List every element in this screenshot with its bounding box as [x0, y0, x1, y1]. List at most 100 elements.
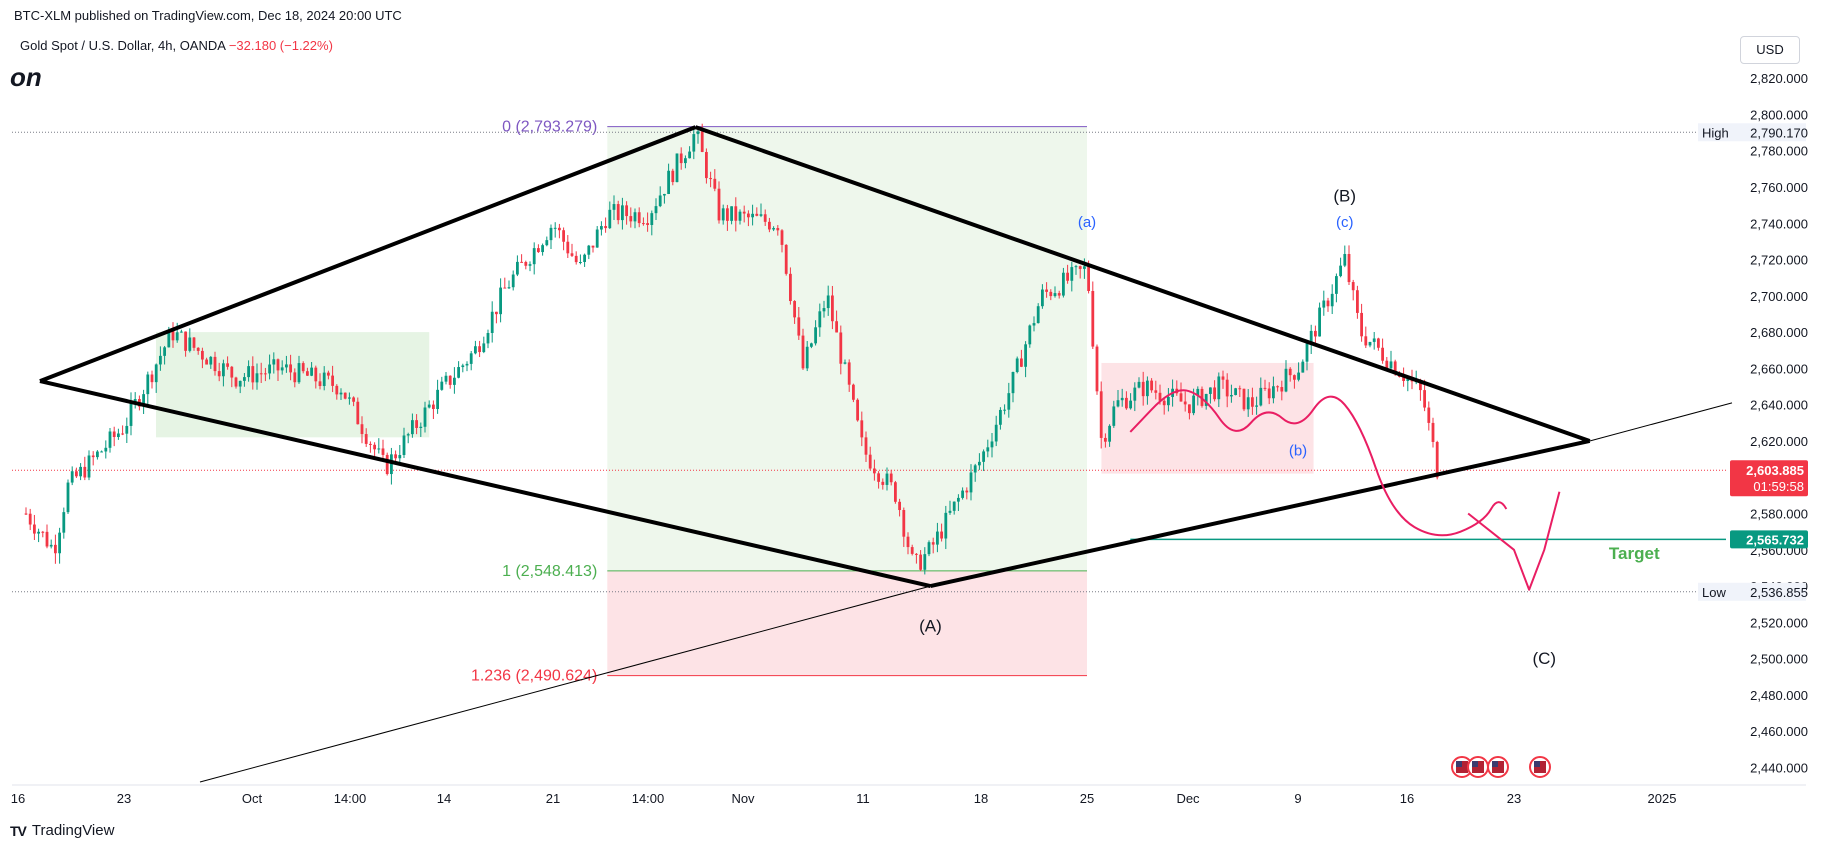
candle-body: [520, 261, 523, 263]
candle-body: [629, 216, 633, 222]
candle-body: [217, 371, 221, 377]
candle-body: [205, 359, 208, 365]
candle-body: [931, 542, 935, 545]
high-price-label: 2,790.170: [1750, 125, 1808, 140]
candle-body: [331, 375, 334, 386]
us-flag-icon[interactable]: [1529, 756, 1551, 778]
us-flag-icon[interactable]: [1467, 756, 1489, 778]
candle-body: [1179, 393, 1183, 402]
candle-body: [188, 337, 192, 351]
candle-body: [293, 372, 297, 383]
candle-body: [1427, 407, 1431, 423]
candle-body: [1116, 400, 1120, 407]
projection-path: [1129, 389, 1561, 591]
time-tick-label: 25: [1080, 791, 1094, 806]
candle-body: [184, 331, 187, 351]
candle-body: [776, 228, 780, 231]
candle-body: [910, 547, 914, 554]
candle-body: [763, 214, 767, 222]
candle-body: [1028, 325, 1032, 345]
symbol-legend[interactable]: Gold Spot / U.S. Dollar, 4h, OANDA −32.1…: [20, 38, 333, 53]
candle-body: [230, 366, 234, 378]
pattern-line: [39, 379, 931, 589]
candle-body: [780, 230, 784, 245]
price-tick-label: 2,520.000: [1750, 615, 1808, 630]
time-tick-label: 14: [437, 791, 451, 806]
candle-body: [730, 206, 733, 221]
candle-body: [822, 308, 826, 312]
candle-body: [1108, 425, 1111, 442]
candle-body: [839, 332, 843, 364]
flag-canton: [1492, 761, 1498, 767]
candle-body: [1347, 253, 1351, 283]
candle-body: [1049, 291, 1053, 297]
candle-body: [486, 333, 490, 344]
time-tick-label: Nov: [731, 791, 755, 806]
resistance-zone: [1101, 362, 1314, 474]
candle-body: [91, 455, 95, 458]
last-price-badge: [1730, 460, 1808, 497]
candle-body: [343, 392, 347, 399]
candle-body: [1137, 381, 1141, 388]
candle-body: [600, 226, 603, 230]
wave-label: (b): [1289, 442, 1307, 459]
footer-brand[interactable]: TV TradingView: [10, 822, 114, 839]
candle-body: [495, 311, 498, 315]
candle-body: [289, 364, 292, 373]
flag-canton: [1456, 761, 1462, 767]
candle-body: [1263, 387, 1267, 389]
candle-body: [994, 424, 998, 442]
candle-body: [247, 366, 250, 378]
candle-body: [133, 399, 137, 403]
candle-body: [398, 455, 402, 459]
candle-body: [33, 524, 36, 534]
candle-body: [415, 420, 418, 428]
candle-body: [1032, 323, 1036, 326]
candle-body: [352, 397, 355, 402]
candle-body: [117, 433, 120, 438]
candle-body: [831, 295, 834, 322]
candle-body: [734, 206, 738, 221]
candle-body: [541, 245, 544, 253]
candle-body: [1293, 375, 1296, 380]
candle-body: [83, 466, 87, 478]
flag-canton: [1472, 761, 1478, 767]
candle-body: [406, 434, 410, 436]
wave-label: (B): [1333, 186, 1356, 205]
horizontal-lines: [12, 131, 1726, 593]
candle-body: [1183, 401, 1187, 405]
candle-body: [709, 178, 712, 180]
candle-body: [793, 301, 796, 318]
candle-body: [390, 454, 393, 475]
candle-body: [474, 346, 477, 354]
projection-curve: [1129, 389, 1508, 537]
candle-body: [419, 426, 423, 428]
flag-canton: [1534, 761, 1540, 767]
currency-button[interactable]: USD: [1740, 36, 1800, 64]
candle-body: [444, 375, 448, 382]
candle-body: [381, 448, 385, 455]
candle-body: [965, 490, 969, 493]
candle-body: [843, 362, 847, 364]
time-tick-label: 23: [1507, 791, 1521, 806]
candle-body: [696, 131, 700, 135]
candle-body: [142, 394, 145, 407]
us-flag-icon[interactable]: [1487, 756, 1509, 778]
candle-body: [612, 204, 616, 210]
candle-body: [209, 356, 213, 365]
candle-body: [1276, 386, 1279, 388]
candle-body: [553, 227, 557, 229]
candle-body: [726, 208, 729, 221]
price-tick-label: 2,720.000: [1750, 253, 1808, 268]
candle-body: [154, 364, 158, 383]
candle-body: [1074, 266, 1078, 268]
fib-label: 1 (2,548.413): [502, 563, 597, 580]
zones: [156, 126, 1314, 676]
candle-body: [259, 373, 263, 375]
candle-body: [100, 451, 103, 453]
candle-body: [1066, 272, 1069, 281]
candle-body: [1036, 306, 1040, 324]
candle-body: [537, 248, 540, 253]
price-tick-label: 2,740.000: [1750, 216, 1808, 231]
